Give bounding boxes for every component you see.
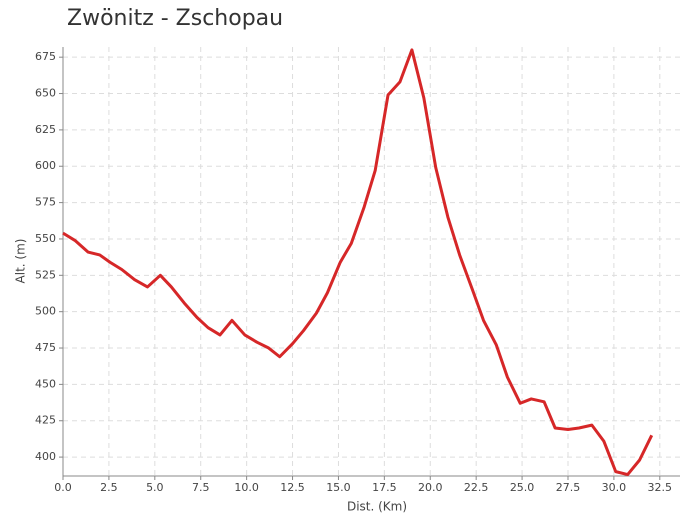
- x-tick-label: 7.5: [192, 481, 210, 494]
- y-tick-label: 675: [35, 50, 56, 63]
- y-tick-label: 550: [35, 232, 56, 245]
- x-tick-label: 20.0: [418, 481, 443, 494]
- y-tick-label: 425: [35, 414, 56, 427]
- line: [62, 48, 654, 477]
- y-tick-label: 650: [35, 87, 56, 100]
- x-tick-label: 30.0: [602, 481, 627, 494]
- y-tick-label: 450: [35, 377, 56, 390]
- x-tick-label: 17.5: [372, 481, 397, 494]
- x-tick-label: 22.5: [464, 481, 489, 494]
- x-tick-label: 10.0: [234, 481, 259, 494]
- y-tick-label: 525: [35, 268, 56, 281]
- x-tick-label: 27.5: [556, 481, 581, 494]
- y-tick-label: 500: [35, 305, 56, 318]
- x-tick-label: 25.0: [510, 481, 535, 494]
- y-tick-label: 625: [35, 123, 56, 136]
- y-tick-label: 575: [35, 196, 56, 209]
- x-tick-label: 0.0: [54, 481, 72, 494]
- y-tick-label: 600: [35, 159, 56, 172]
- x-tick-label: 12.5: [280, 481, 305, 494]
- chart-title: Zwönitz - Zschopau: [67, 6, 283, 31]
- y-tick-label: 475: [35, 341, 56, 354]
- x-axis-label: Dist. (Km): [347, 500, 407, 514]
- x-tick-label: 5.0: [146, 481, 164, 494]
- x-tick-label: 15.0: [326, 481, 351, 494]
- y-axis-label: Alt. (m): [14, 239, 28, 284]
- x-tick-label: 32.5: [648, 481, 673, 494]
- x-tick-label: 2.5: [100, 481, 118, 494]
- y-tick-label: 400: [35, 450, 56, 463]
